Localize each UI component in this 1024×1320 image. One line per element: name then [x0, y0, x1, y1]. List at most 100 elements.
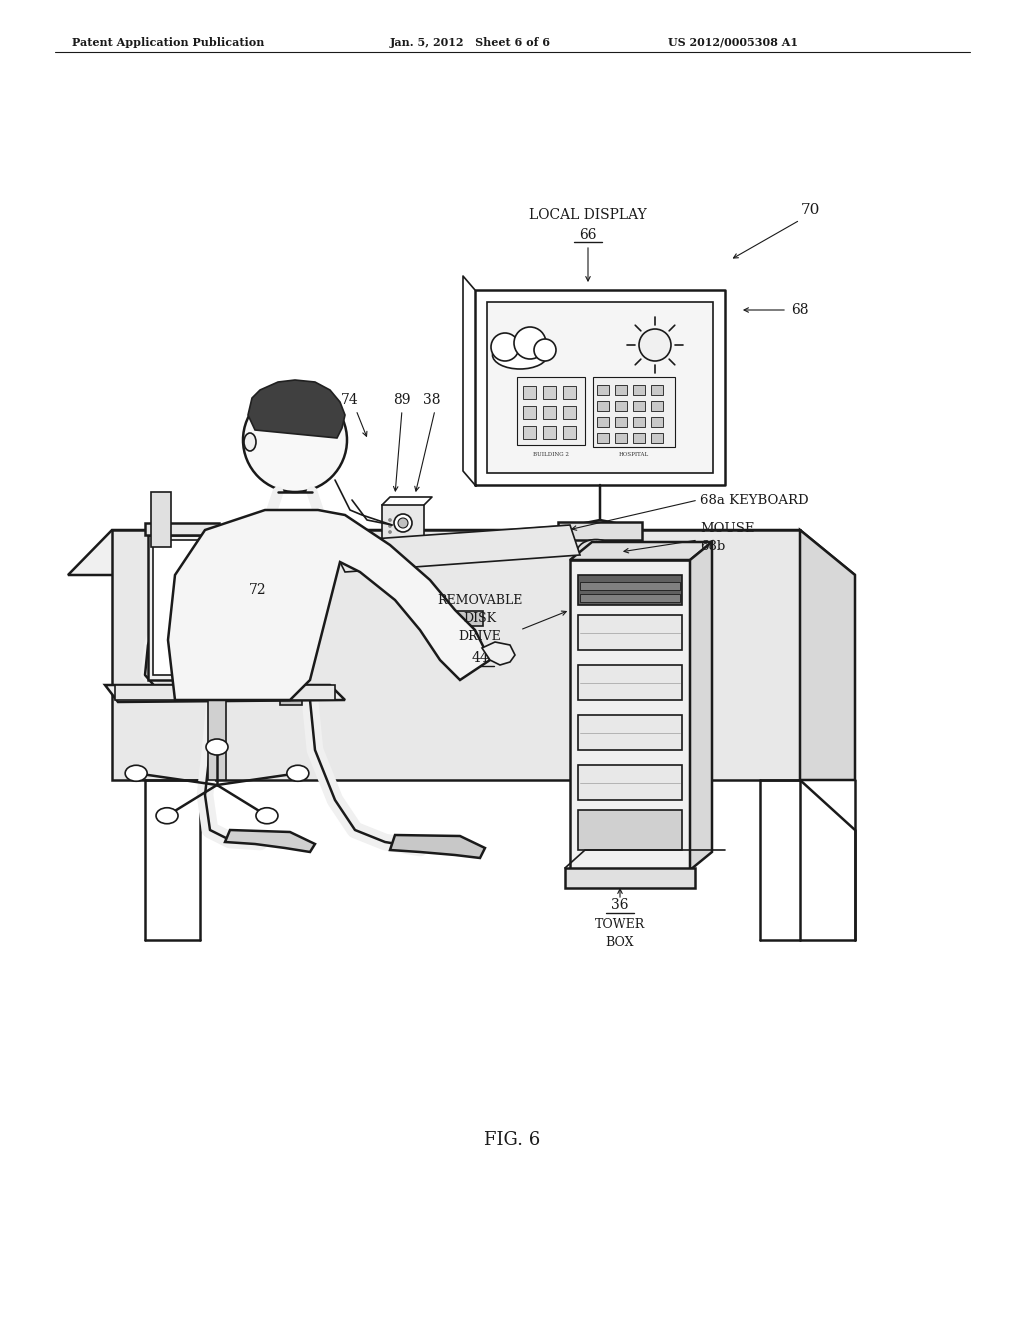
Bar — [615, 385, 627, 395]
Text: HOSPITAL: HOSPITAL — [618, 453, 649, 458]
Bar — [115, 685, 335, 700]
Text: US 2012/0005308 A1: US 2012/0005308 A1 — [668, 37, 798, 48]
Bar — [593, 378, 675, 447]
Polygon shape — [248, 380, 345, 438]
Bar — [651, 417, 663, 426]
Bar — [151, 492, 171, 546]
Text: 36: 36 — [611, 898, 629, 912]
Circle shape — [398, 517, 408, 528]
Polygon shape — [225, 830, 315, 851]
Circle shape — [394, 513, 412, 532]
Text: DISK: DISK — [464, 611, 497, 624]
Bar — [563, 426, 575, 440]
Ellipse shape — [244, 433, 256, 451]
Text: REMOVABLE: REMOVABLE — [437, 594, 522, 606]
Bar — [633, 433, 645, 444]
Bar — [455, 611, 483, 626]
Bar — [565, 869, 695, 888]
Bar — [382, 506, 424, 540]
Ellipse shape — [287, 766, 309, 781]
Bar — [578, 665, 682, 700]
Bar — [651, 385, 663, 395]
Bar — [597, 385, 609, 395]
Bar — [517, 378, 585, 445]
Bar — [580, 582, 680, 590]
Ellipse shape — [125, 766, 147, 781]
Polygon shape — [482, 642, 515, 665]
Bar — [597, 417, 609, 426]
Bar — [563, 385, 575, 399]
Polygon shape — [168, 510, 490, 700]
Bar — [651, 433, 663, 444]
Ellipse shape — [256, 808, 278, 824]
Circle shape — [388, 531, 391, 533]
Bar — [523, 385, 536, 399]
Circle shape — [534, 339, 556, 360]
Circle shape — [490, 333, 519, 360]
Bar — [523, 407, 536, 418]
Bar — [633, 417, 645, 426]
Text: BOX: BOX — [606, 936, 634, 949]
Ellipse shape — [577, 540, 615, 565]
Bar — [487, 302, 713, 473]
Bar — [578, 766, 682, 800]
Bar — [597, 433, 609, 444]
Bar — [543, 426, 556, 440]
Bar — [145, 523, 219, 535]
Polygon shape — [800, 531, 855, 780]
Bar — [615, 417, 627, 426]
Text: 74: 74 — [341, 393, 358, 407]
Circle shape — [514, 327, 546, 359]
Text: 44: 44 — [471, 651, 488, 665]
Ellipse shape — [206, 739, 228, 755]
Ellipse shape — [156, 808, 178, 824]
Text: 66: 66 — [580, 228, 597, 242]
Polygon shape — [112, 531, 800, 780]
Bar — [563, 407, 575, 418]
Text: MOUSE: MOUSE — [700, 521, 755, 535]
Bar — [153, 540, 211, 675]
Bar — [580, 594, 680, 602]
Bar — [523, 426, 536, 440]
Bar — [578, 615, 682, 649]
Bar — [633, 385, 645, 395]
Text: Patent Application Publication: Patent Application Publication — [72, 37, 264, 48]
Polygon shape — [68, 531, 855, 576]
Polygon shape — [570, 543, 712, 560]
Text: 72: 72 — [249, 583, 267, 597]
Text: 89: 89 — [393, 393, 411, 407]
Bar — [570, 560, 690, 870]
Circle shape — [388, 519, 391, 521]
Polygon shape — [390, 836, 485, 858]
Bar — [597, 401, 609, 411]
Bar — [633, 401, 645, 411]
Bar — [543, 385, 556, 399]
Text: 70: 70 — [801, 203, 819, 216]
Bar — [578, 810, 682, 850]
Ellipse shape — [493, 341, 548, 370]
Bar — [280, 690, 302, 705]
Bar — [208, 698, 226, 780]
Text: Jan. 5, 2012   Sheet 6 of 6: Jan. 5, 2012 Sheet 6 of 6 — [390, 37, 551, 48]
Text: LOCAL DISPLAY: LOCAL DISPLAY — [529, 209, 647, 222]
Circle shape — [243, 388, 347, 492]
Bar — [578, 715, 682, 750]
Text: 68b: 68b — [700, 540, 725, 553]
Bar — [543, 407, 556, 418]
Bar — [615, 433, 627, 444]
Polygon shape — [105, 685, 345, 702]
Polygon shape — [690, 543, 712, 870]
Text: TOWER: TOWER — [595, 919, 645, 932]
Polygon shape — [330, 525, 580, 572]
Circle shape — [639, 329, 671, 360]
Bar — [558, 521, 642, 540]
Text: 68: 68 — [792, 304, 809, 317]
Bar — [578, 576, 682, 605]
Bar — [615, 401, 627, 411]
Bar — [651, 401, 663, 411]
Text: FIG. 6: FIG. 6 — [484, 1131, 540, 1148]
Bar — [148, 535, 216, 680]
Text: 38: 38 — [423, 393, 440, 407]
Circle shape — [388, 524, 391, 528]
Text: BUILDING 2: BUILDING 2 — [534, 453, 569, 458]
